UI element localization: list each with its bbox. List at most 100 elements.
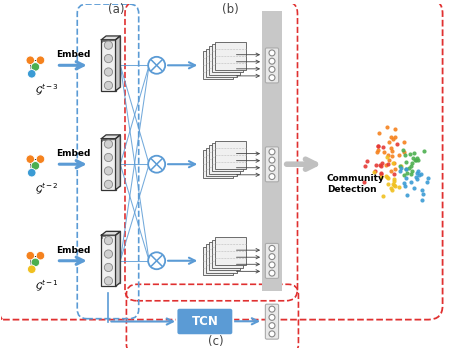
Text: (c): (c) (208, 335, 224, 348)
Bar (215, 141, 246, 169)
FancyBboxPatch shape (265, 48, 279, 83)
Point (400, 139, 408, 144)
Circle shape (104, 180, 113, 188)
Bar (215, 237, 246, 266)
Point (417, 171, 425, 177)
Point (410, 155, 417, 161)
Point (415, 172, 423, 178)
Point (370, 169, 378, 174)
Point (390, 183, 398, 188)
Point (387, 185, 395, 191)
Circle shape (269, 173, 275, 179)
Circle shape (269, 75, 275, 81)
Point (377, 171, 384, 177)
Circle shape (31, 162, 40, 170)
Bar (203, 247, 234, 275)
Point (418, 197, 426, 203)
Circle shape (269, 245, 275, 251)
Point (410, 186, 418, 191)
Point (388, 148, 395, 154)
Circle shape (104, 167, 113, 175)
Point (391, 171, 398, 177)
Circle shape (104, 41, 113, 49)
Circle shape (269, 331, 275, 337)
Point (385, 139, 393, 145)
Point (383, 124, 391, 129)
Text: $\mathcal{G}^{t-2}$: $\mathcal{G}^{t-2}$ (35, 181, 58, 196)
Circle shape (148, 57, 165, 74)
Circle shape (104, 81, 113, 90)
Point (407, 164, 414, 169)
Point (412, 157, 419, 163)
Point (373, 162, 380, 168)
Point (374, 143, 382, 149)
Point (361, 163, 369, 169)
Point (406, 151, 413, 157)
Bar (206, 148, 237, 176)
Point (413, 155, 421, 161)
Circle shape (269, 270, 275, 276)
Point (407, 171, 415, 177)
Circle shape (36, 56, 45, 65)
Point (375, 130, 383, 135)
Circle shape (269, 50, 275, 56)
Point (412, 174, 420, 179)
Point (378, 160, 386, 166)
Circle shape (104, 237, 113, 245)
Polygon shape (101, 36, 120, 40)
Point (392, 183, 399, 188)
Point (401, 149, 408, 155)
Point (402, 166, 410, 172)
Point (388, 153, 396, 158)
Point (385, 157, 392, 163)
Circle shape (26, 251, 35, 260)
Circle shape (27, 265, 36, 274)
Point (397, 163, 404, 169)
Point (384, 181, 392, 186)
Text: Embed: Embed (56, 246, 90, 255)
Circle shape (104, 140, 113, 148)
Point (387, 134, 394, 140)
Bar (106, 36, 120, 87)
Circle shape (269, 66, 275, 72)
Circle shape (104, 54, 113, 63)
Point (371, 168, 378, 174)
Point (389, 160, 396, 166)
Point (409, 161, 416, 166)
Bar (106, 135, 120, 186)
Point (397, 165, 405, 171)
Point (402, 166, 410, 171)
Circle shape (26, 155, 35, 163)
Point (382, 173, 390, 178)
Bar (212, 44, 243, 72)
Point (414, 157, 422, 163)
Point (379, 144, 387, 150)
Point (391, 166, 399, 172)
Point (396, 163, 403, 169)
Point (376, 162, 383, 168)
Point (374, 147, 382, 153)
Point (377, 170, 384, 176)
Point (377, 174, 384, 180)
Bar (262, 11, 282, 291)
Polygon shape (116, 135, 120, 190)
Point (392, 134, 399, 139)
Text: Embed: Embed (56, 149, 90, 158)
Circle shape (31, 258, 40, 267)
Point (413, 177, 420, 182)
Circle shape (148, 252, 165, 269)
Circle shape (104, 68, 113, 76)
Circle shape (269, 165, 275, 171)
Bar (206, 244, 237, 273)
FancyBboxPatch shape (176, 308, 233, 335)
Circle shape (104, 153, 113, 162)
Text: (a): (a) (108, 2, 125, 16)
Point (419, 192, 426, 197)
Polygon shape (116, 231, 120, 286)
Point (383, 174, 391, 179)
Point (415, 168, 422, 173)
Circle shape (269, 314, 275, 320)
Circle shape (269, 262, 275, 268)
Circle shape (269, 323, 275, 329)
Point (401, 152, 408, 157)
